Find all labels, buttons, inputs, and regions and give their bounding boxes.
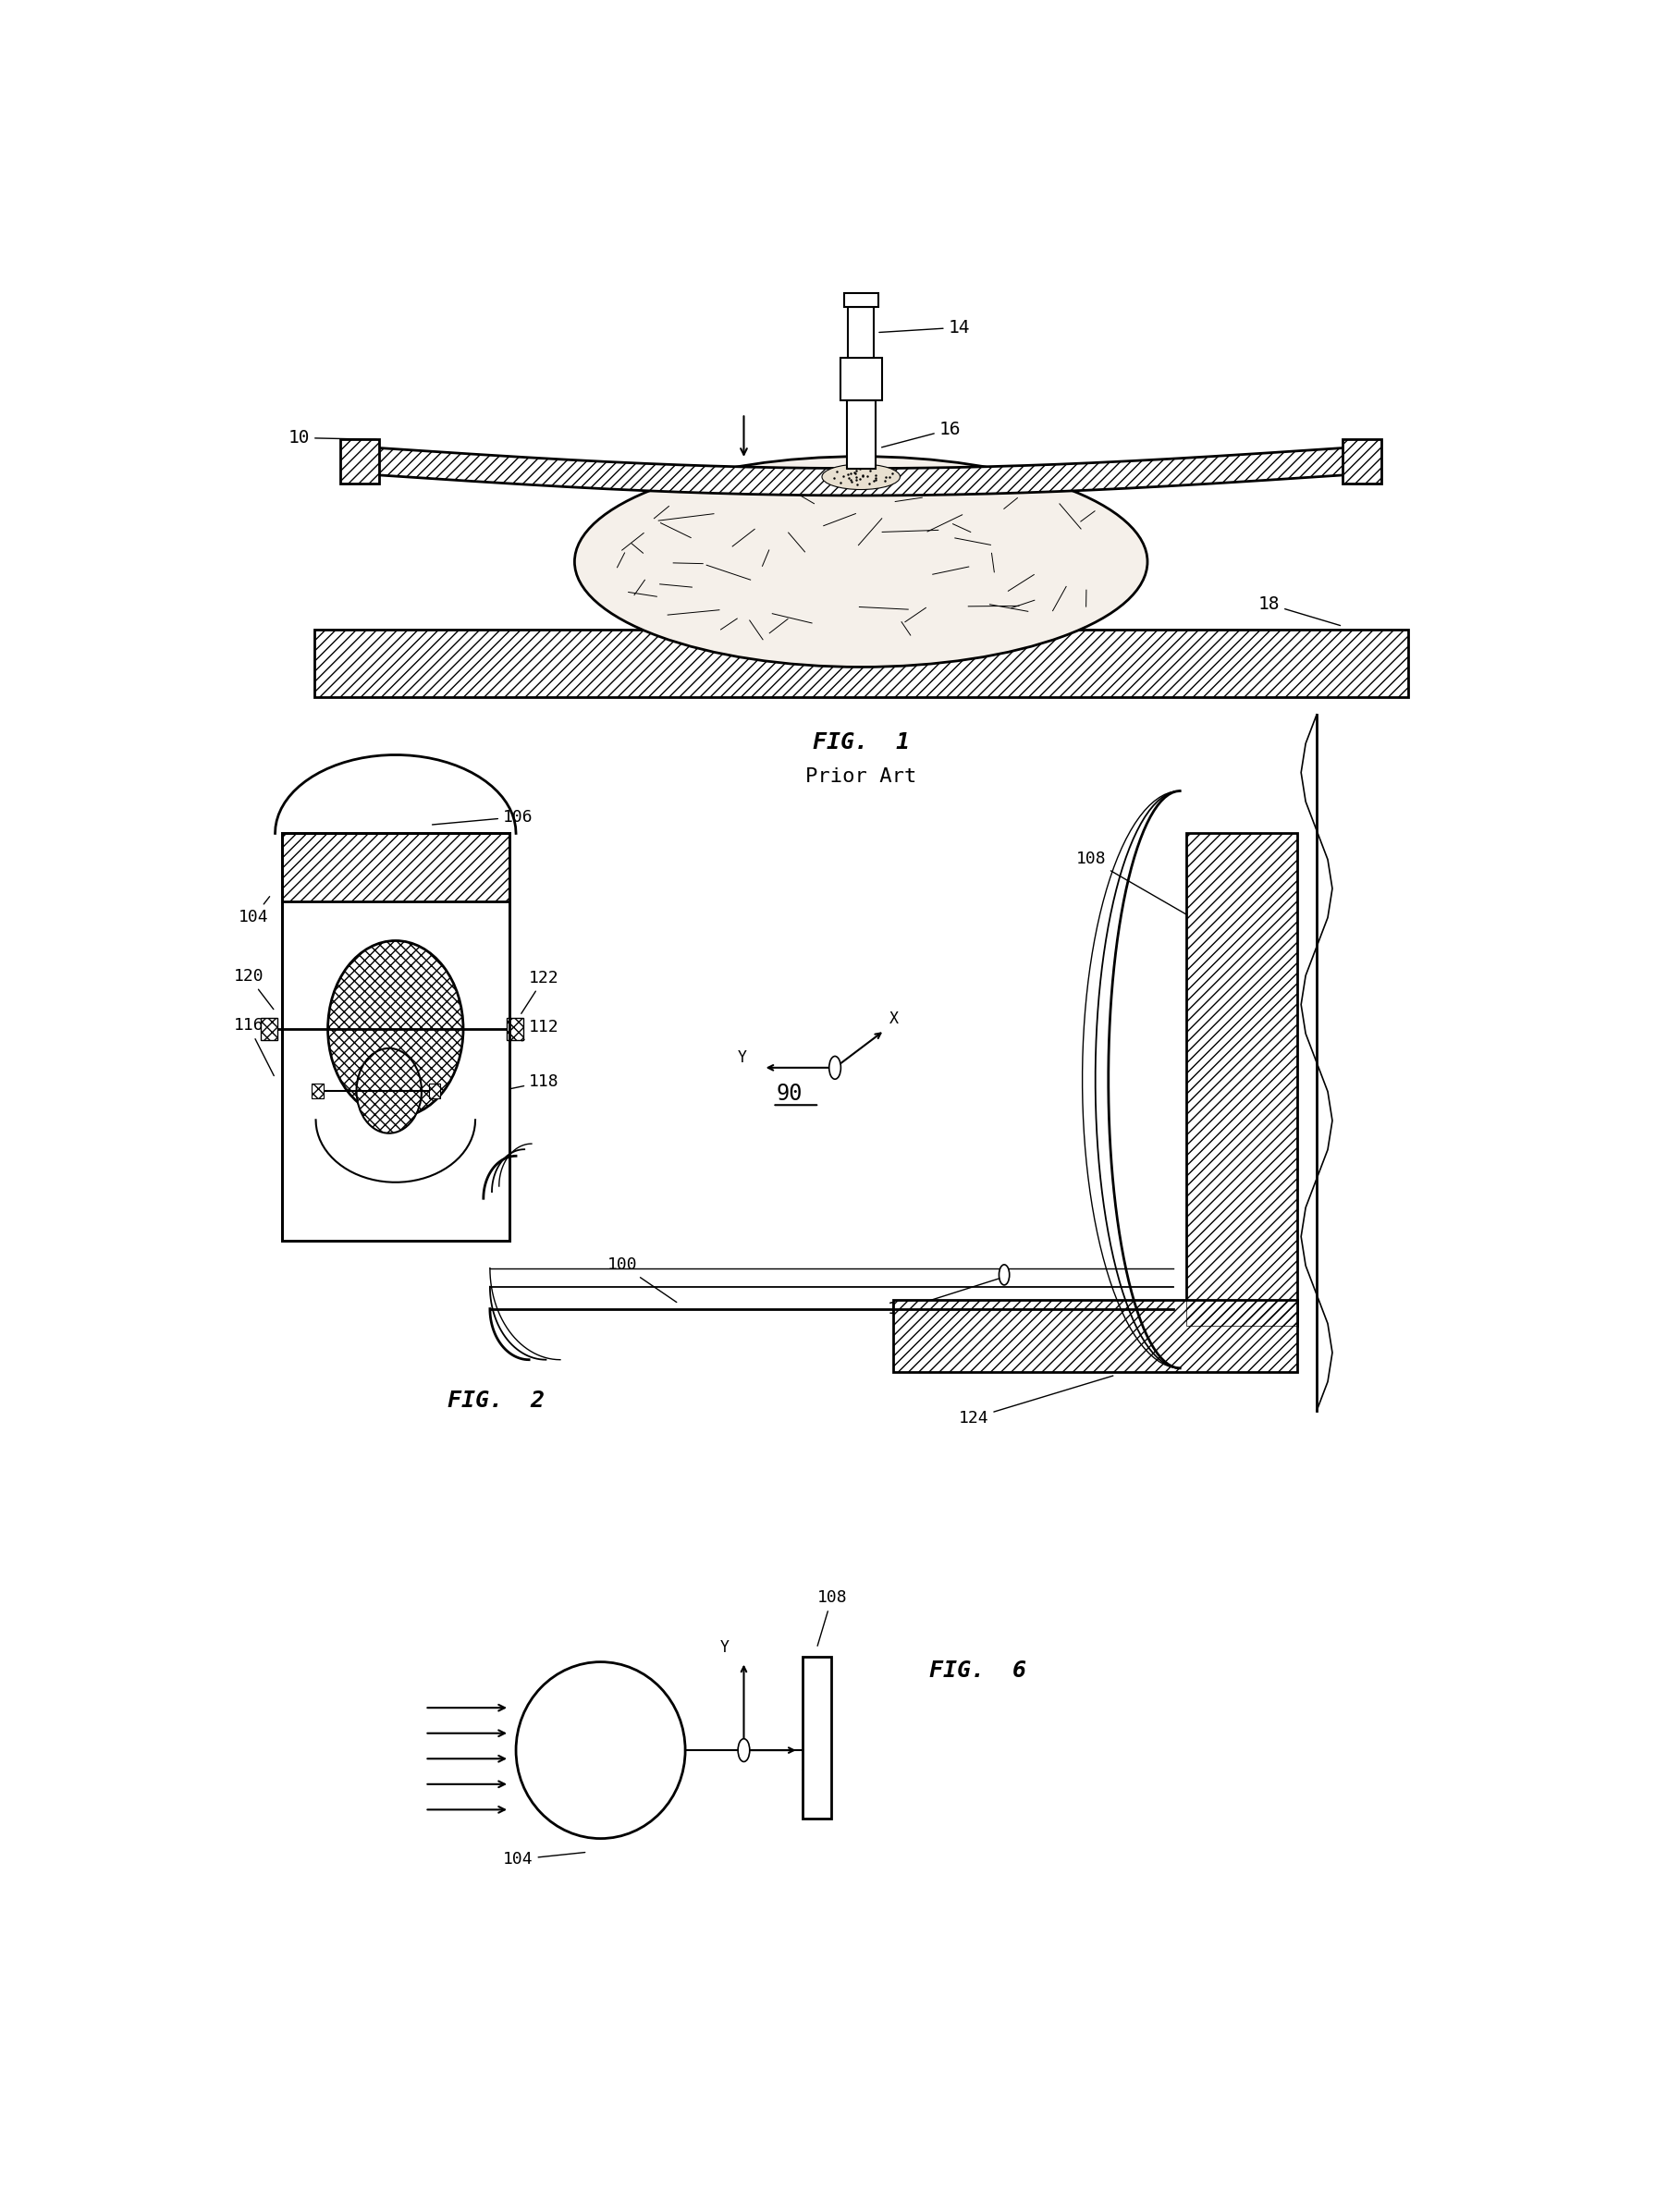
Text: 102: 102 bbox=[289, 897, 329, 1222]
Bar bbox=[1342, 439, 1381, 483]
Bar bbox=[894, 1301, 1297, 1372]
Text: 122: 122 bbox=[521, 970, 559, 1014]
Text: 90: 90 bbox=[776, 1083, 803, 1105]
Bar bbox=[428, 1083, 440, 1098]
Ellipse shape bbox=[738, 1740, 749, 1762]
Text: 104: 104 bbox=[239, 897, 269, 926]
Ellipse shape bbox=[822, 463, 900, 490]
Text: 108: 108 bbox=[1075, 851, 1198, 922]
Text: 14: 14 bbox=[879, 320, 969, 335]
Text: 18: 18 bbox=[1258, 595, 1341, 626]
Bar bbox=[843, 293, 879, 306]
Ellipse shape bbox=[575, 456, 1147, 666]
Bar bbox=[507, 1019, 524, 1041]
Bar bbox=[260, 1019, 277, 1041]
Text: Prior Art: Prior Art bbox=[805, 767, 917, 787]
Text: 108: 108 bbox=[816, 1590, 847, 1645]
Text: 120: 120 bbox=[234, 968, 274, 1010]
Ellipse shape bbox=[328, 942, 464, 1118]
Text: FIG.  2: FIG. 2 bbox=[449, 1389, 544, 1411]
Ellipse shape bbox=[1000, 1266, 1010, 1286]
Text: X: X bbox=[890, 1010, 899, 1028]
Bar bbox=[803, 1656, 832, 1819]
Bar bbox=[311, 1083, 323, 1098]
Text: FIG.  6: FIG. 6 bbox=[929, 1660, 1026, 1682]
Bar bbox=[282, 833, 509, 902]
Ellipse shape bbox=[830, 1056, 840, 1078]
Ellipse shape bbox=[356, 1047, 422, 1133]
Text: 116: 116 bbox=[234, 1017, 274, 1076]
Text: Y: Y bbox=[738, 1050, 746, 1067]
Text: 16: 16 bbox=[882, 421, 961, 448]
Text: Y: Y bbox=[721, 1638, 729, 1656]
Text: 124: 124 bbox=[959, 1376, 1114, 1427]
Bar bbox=[847, 401, 875, 467]
Bar bbox=[428, 1083, 440, 1098]
Bar bbox=[282, 833, 509, 902]
Text: FIG.  1: FIG. 1 bbox=[813, 730, 909, 754]
Bar bbox=[314, 631, 1408, 697]
Text: 112: 112 bbox=[522, 1019, 559, 1041]
Polygon shape bbox=[380, 448, 1342, 496]
Text: 10: 10 bbox=[289, 430, 376, 448]
Text: 106: 106 bbox=[432, 809, 533, 825]
Bar bbox=[848, 306, 874, 357]
Bar bbox=[282, 833, 509, 1241]
Bar bbox=[894, 1301, 1297, 1372]
Text: 104: 104 bbox=[502, 1850, 585, 1868]
Ellipse shape bbox=[516, 1663, 685, 1839]
Text: 118: 118 bbox=[402, 1074, 559, 1111]
Bar bbox=[282, 833, 509, 1241]
Text: 105: 105 bbox=[887, 1277, 1008, 1319]
Bar bbox=[339, 439, 380, 483]
Bar bbox=[314, 631, 1408, 697]
Bar bbox=[840, 357, 882, 401]
Bar bbox=[339, 439, 380, 483]
Bar bbox=[1342, 439, 1381, 483]
Bar bbox=[311, 1083, 323, 1098]
Text: X: X bbox=[801, 1757, 810, 1775]
Bar bbox=[1186, 833, 1297, 1325]
Bar bbox=[260, 1019, 277, 1041]
Bar bbox=[1186, 833, 1297, 1325]
Text: 12: 12 bbox=[1030, 545, 1105, 564]
Bar bbox=[507, 1019, 524, 1041]
Text: 100: 100 bbox=[606, 1257, 677, 1303]
